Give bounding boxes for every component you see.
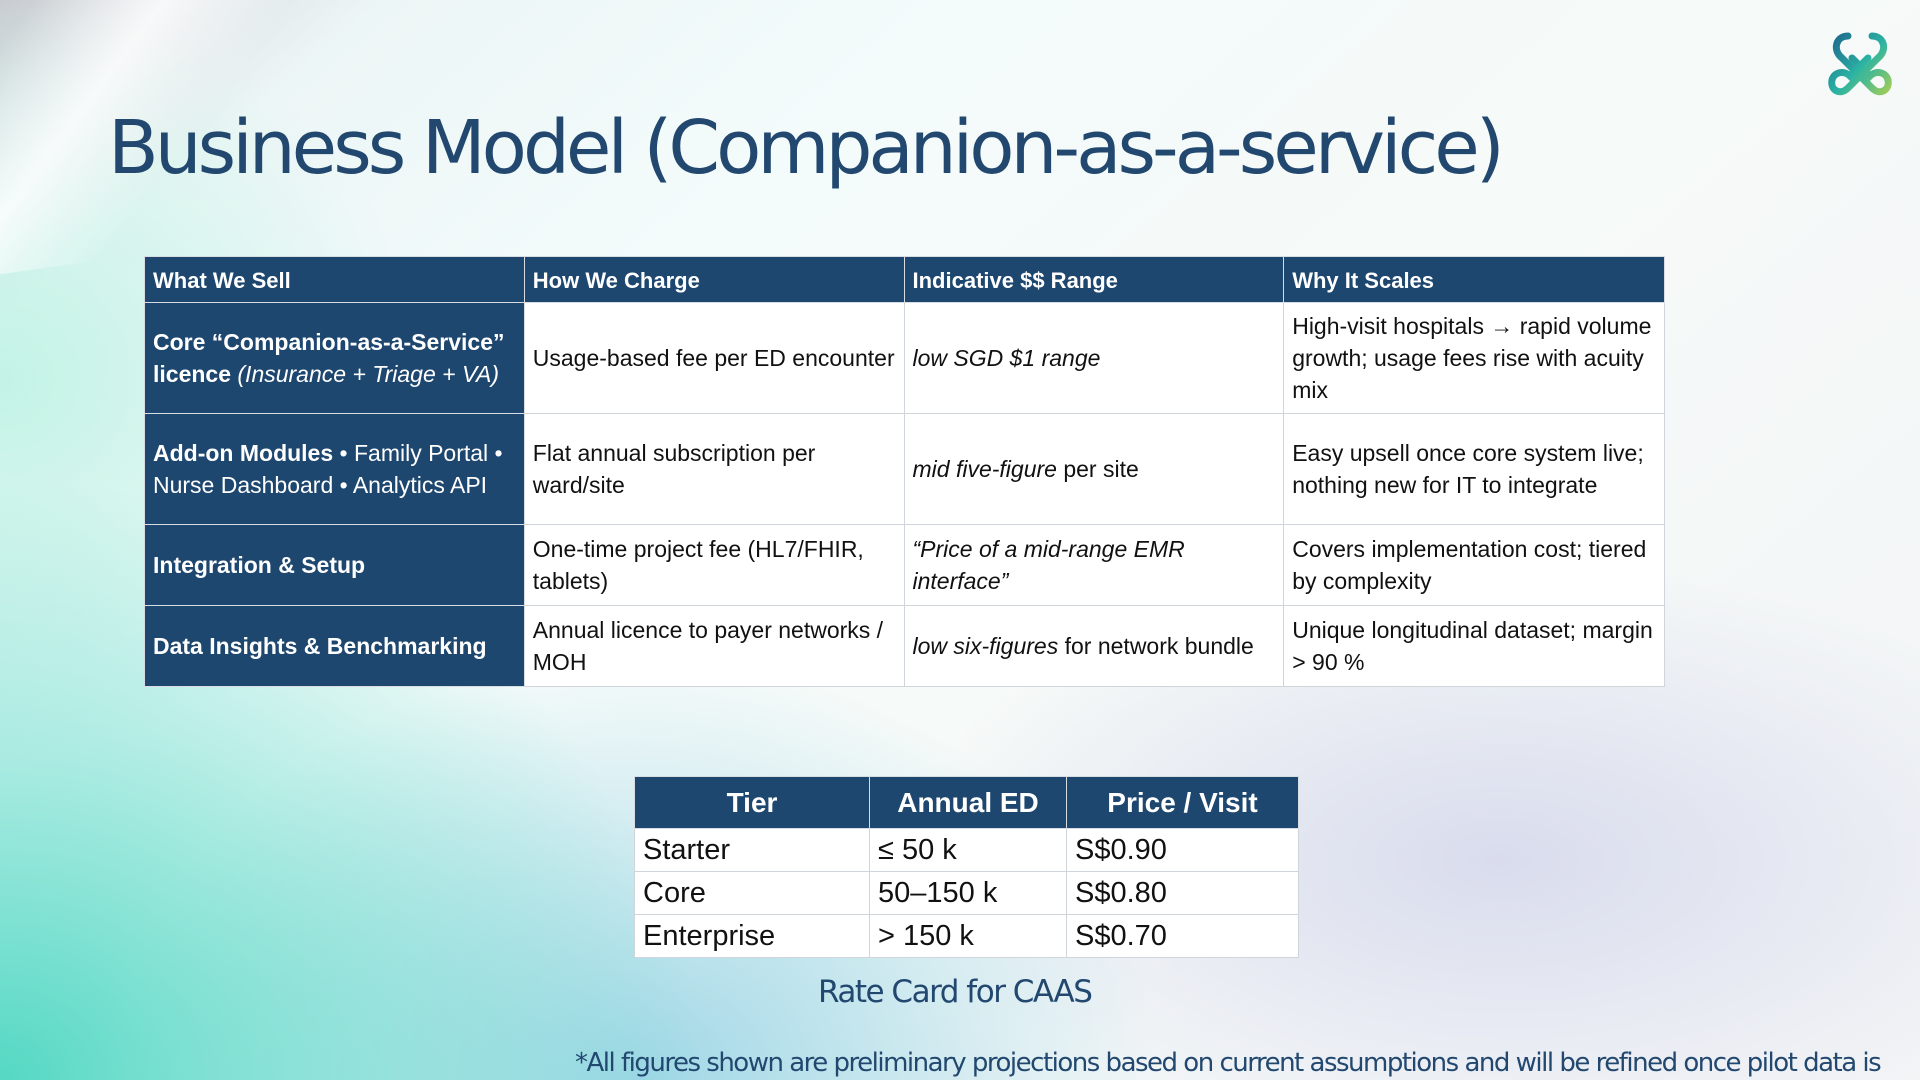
rate-card-caption: Rate Card for CAAS: [818, 974, 1093, 1010]
table-row: Enterprise > 150 k S$0.70: [634, 914, 1299, 958]
price-cell: S$0.90: [1066, 828, 1299, 872]
footnote: *All figures shown are preliminary proje…: [575, 1048, 1882, 1078]
table-header-row: What We Sell How We Charge Indicative $$…: [144, 256, 1665, 303]
column-header-annual-ed: Annual ED: [869, 776, 1067, 829]
charge-cell: Flat annual subscription per ward/site: [523, 413, 905, 525]
row-head-add-on-modules: Add-on Modules • Family Portal • Nurse D…: [144, 413, 525, 525]
column-header-price-per-visit: Price / Visit: [1066, 776, 1299, 829]
price-cell: S$0.70: [1066, 914, 1299, 958]
table-row: Integration & Setup One-time project fee…: [144, 524, 1665, 606]
column-header-what-we-sell: What We Sell: [144, 256, 525, 303]
column-header-tier: Tier: [634, 776, 870, 829]
range-cell: “Price of a mid-range EMR interface”: [903, 524, 1285, 606]
brand-logo-icon: [1828, 32, 1892, 96]
business-model-table: What We Sell How We Charge Indicative $$…: [144, 256, 1665, 687]
range-cell: low six-figures for network bundle: [903, 605, 1285, 687]
charge-cell: Usage-based fee per ED encounter: [523, 302, 905, 414]
table-row: Data Insights & Benchmarking Annual lice…: [144, 605, 1665, 687]
table-row: Starter ≤ 50 k S$0.90: [634, 828, 1299, 872]
table-row: Add-on Modules • Family Portal • Nurse D…: [144, 413, 1665, 525]
charge-cell: One-time project fee (HL7/FHIR, tablets): [523, 524, 905, 606]
annual-ed-cell: 50–150 k: [869, 871, 1067, 915]
table-row: Core “Companion-as-a-Service” licence (I…: [144, 302, 1665, 414]
tier-cell: Starter: [634, 828, 870, 872]
tier-cell: Enterprise: [634, 914, 870, 958]
column-header-how-we-charge: How We Charge: [523, 256, 905, 303]
annual-ed-cell: > 150 k: [869, 914, 1067, 958]
range-cell: mid five-figure per site: [903, 413, 1285, 525]
annual-ed-cell: ≤ 50 k: [869, 828, 1067, 872]
charge-cell: Annual licence to payer networks / MOH: [523, 605, 905, 687]
column-header-why-it-scales: Why It Scales: [1283, 256, 1665, 303]
tier-cell: Core: [634, 871, 870, 915]
scale-cell: Unique longitudinal dataset; margin > 90…: [1283, 605, 1665, 687]
row-head-core-licence: Core “Companion-as-a-Service” licence (I…: [144, 302, 525, 414]
row-head-integration-setup: Integration & Setup: [144, 524, 525, 606]
page-title: Business Model (Companion-as-a-service): [108, 105, 1505, 191]
scale-cell: Easy upsell once core system live; nothi…: [1283, 413, 1665, 525]
range-cell: low SGD $1 range: [903, 302, 1285, 414]
scale-cell: High-visit hospitals → rapid volume grow…: [1283, 302, 1665, 414]
row-head-data-insights: Data Insights & Benchmarking: [144, 605, 525, 687]
rate-header-row: Tier Annual ED Price / Visit: [634, 776, 1299, 829]
price-cell: S$0.80: [1066, 871, 1299, 915]
rate-card-table: Tier Annual ED Price / Visit Starter ≤ 5…: [634, 776, 1299, 958]
table-row: Core 50–150 k S$0.80: [634, 871, 1299, 915]
column-header-indicative-range: Indicative $$ Range: [903, 256, 1285, 303]
scale-cell: Covers implementation cost; tiered by co…: [1283, 524, 1665, 606]
